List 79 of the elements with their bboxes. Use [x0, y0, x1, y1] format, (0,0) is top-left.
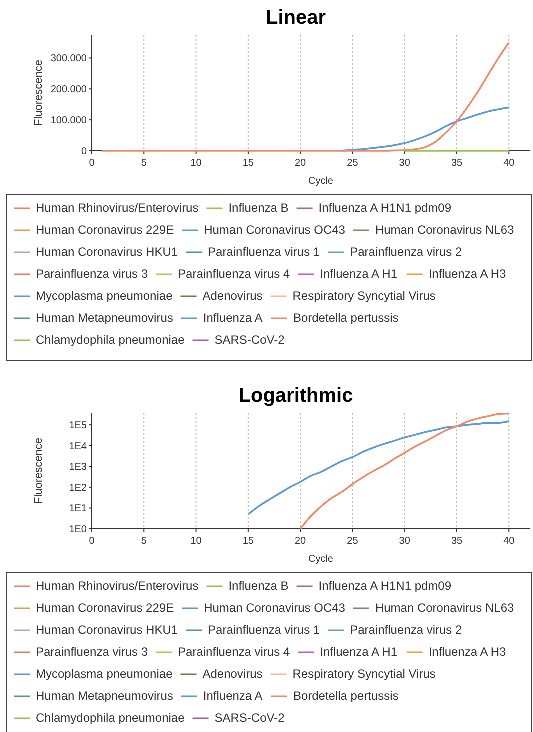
legend-label: Mycoplasma pneumoniae [36, 667, 174, 681]
legend-label: Respiratory Syncytial Virus [292, 667, 436, 681]
x-tick-label: 35 [451, 536, 463, 547]
legend-label: Human Rhinovirus/Enterovirus [36, 579, 199, 593]
y-tick-label: 1E2 [69, 482, 88, 494]
legend-label: SARS-CoV-2 [214, 333, 286, 347]
legend-label: Human Coronavirus NL63 [375, 223, 515, 237]
legend-label: Influenza A [203, 689, 263, 703]
legend-label: Parainfluenza virus 2 [350, 623, 462, 637]
legend-label: Influenza B [228, 201, 289, 215]
x-tick-label: 10 [190, 536, 202, 547]
legend-label: Influenza A H1 [320, 267, 398, 281]
y-tick-label: 100.000 [50, 116, 88, 127]
legend-label: Human Coronavirus HKU1 [36, 245, 178, 259]
legend-label: Parainfluenza virus 3 [36, 267, 148, 281]
legend-label: Human Coronavirus OC43 [204, 223, 346, 237]
legend-label: Human Coronavirus 229E [36, 223, 174, 237]
x-tick-label: 25 [347, 158, 359, 169]
legend-label: Influenza B [228, 579, 289, 593]
x-tick-label: 5 [141, 158, 148, 169]
legend-label: Parainfluenza virus 4 [178, 645, 290, 659]
legend-label: Influenza A H1 [320, 645, 398, 659]
legend-label: Human Rhinovirus/Enterovirus [36, 201, 199, 215]
x-tick-label: 40 [504, 536, 516, 547]
x-tick-label: 30 [399, 536, 411, 547]
legend-label: Influenza A [203, 311, 263, 325]
x-tick-label: 15 [242, 158, 254, 169]
legend-label: Parainfluenza virus 3 [36, 645, 148, 659]
y-axis-title: Fluorescence [33, 60, 45, 126]
legend-label: Respiratory Syncytial Virus [292, 289, 436, 303]
x-tick-label: 35 [451, 158, 463, 169]
legend-label: Human Coronavirus OC43 [204, 601, 346, 615]
y-tick-label: 200.000 [50, 84, 88, 96]
line-series [102, 42, 510, 152]
x-axis-title: Cycle [308, 176, 334, 187]
legend-label: Human Coronavirus HKU1 [36, 623, 178, 637]
legend-label: Parainfluenza virus 4 [178, 267, 290, 281]
legend-label: Chlamydophila pneumoniae [36, 711, 186, 725]
legend-label: Human Coronavirus NL63 [375, 601, 515, 615]
x-tick-label: 0 [89, 536, 96, 547]
x-tick-label: 15 [242, 536, 254, 547]
legend-label: Human Metapneumovirus [36, 689, 174, 703]
legend-label: Influenza A H1N1 pdm09 [318, 201, 452, 215]
line-series [300, 412, 510, 530]
y-tick-label: 0 [81, 146, 88, 158]
y-axis-title: Fluorescence [33, 438, 45, 504]
legend-label: Influenza A H3 [428, 267, 507, 281]
legend-label: Bordetella pertussis [293, 311, 399, 325]
x-tick-label: 20 [295, 158, 307, 169]
legend-label: Influenza A H3 [428, 645, 507, 659]
legend-label: Parainfluenza virus 2 [350, 245, 462, 259]
legend-label: Parainfluenza virus 1 [208, 245, 320, 259]
x-tick-label: 5 [141, 536, 148, 547]
x-tick-label: 10 [190, 158, 202, 169]
x-tick-label: 20 [295, 536, 307, 547]
y-tick-label: 1E1 [69, 504, 88, 515]
legend-label: Mycoplasma pneumoniae [36, 289, 174, 303]
legend-label: Human Metapneumovirus [36, 311, 174, 325]
legend-label: Chlamydophila pneumoniae [36, 333, 186, 347]
line-series [248, 420, 510, 516]
x-axis-title: Cycle [308, 554, 334, 565]
y-tick-label: 1E3 [69, 462, 88, 474]
legend-label: Adenovirus [202, 289, 263, 303]
legend-label: Adenovirus [202, 667, 263, 681]
x-tick-label: 0 [89, 158, 96, 169]
x-tick-label: 25 [347, 536, 359, 547]
legend-label: SARS-CoV-2 [214, 711, 286, 725]
chart-title: Logarithmic [238, 385, 354, 407]
legend-label: Parainfluenza virus 1 [208, 623, 320, 637]
chart-title: Linear [266, 7, 326, 29]
x-tick-label: 30 [399, 158, 411, 169]
y-tick-label: 1E5 [69, 420, 88, 432]
y-tick-label: 1E4 [69, 441, 88, 452]
x-tick-label: 40 [504, 158, 516, 169]
legend-label: Influenza A H1N1 pdm09 [318, 579, 452, 593]
y-tick-label: 300.000 [50, 54, 88, 65]
legend-label: Bordetella pertussis [293, 689, 399, 703]
legend-label: Human Coronavirus 229E [36, 601, 174, 615]
y-tick-label: 1E0 [69, 524, 88, 536]
